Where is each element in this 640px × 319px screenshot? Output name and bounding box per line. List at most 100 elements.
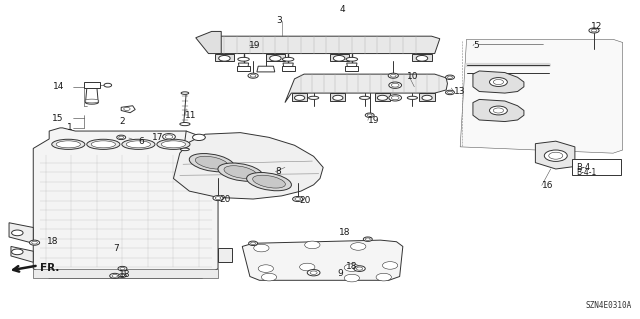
Circle shape [445, 75, 454, 79]
Polygon shape [86, 88, 99, 103]
Ellipse shape [246, 173, 291, 191]
Circle shape [365, 238, 371, 241]
Ellipse shape [282, 57, 294, 61]
Circle shape [120, 267, 125, 270]
Ellipse shape [157, 139, 190, 149]
Circle shape [118, 274, 126, 278]
Polygon shape [84, 82, 100, 88]
Ellipse shape [238, 57, 249, 61]
Polygon shape [237, 66, 250, 71]
Ellipse shape [189, 153, 234, 172]
Polygon shape [9, 223, 33, 243]
Text: 3: 3 [276, 17, 282, 26]
Circle shape [258, 265, 273, 272]
Circle shape [376, 273, 392, 281]
Circle shape [389, 82, 401, 88]
Polygon shape [473, 100, 524, 122]
Ellipse shape [86, 101, 99, 104]
Polygon shape [173, 133, 323, 199]
Circle shape [251, 242, 255, 245]
Polygon shape [292, 93, 307, 101]
Circle shape [591, 29, 597, 32]
Circle shape [250, 74, 256, 77]
Text: B-4: B-4 [576, 163, 590, 172]
Circle shape [104, 83, 111, 87]
Circle shape [365, 113, 374, 117]
Circle shape [333, 56, 345, 61]
Circle shape [493, 79, 504, 85]
Polygon shape [266, 54, 285, 62]
Ellipse shape [360, 96, 370, 100]
Text: 7: 7 [113, 243, 118, 253]
Circle shape [163, 134, 175, 140]
Circle shape [12, 249, 23, 255]
Ellipse shape [52, 139, 85, 149]
Circle shape [295, 198, 301, 200]
Circle shape [389, 95, 401, 101]
Circle shape [490, 78, 508, 86]
Ellipse shape [87, 139, 120, 149]
Text: 6: 6 [138, 137, 144, 146]
Text: 18: 18 [47, 237, 59, 246]
Circle shape [333, 95, 343, 100]
Circle shape [305, 241, 320, 249]
Ellipse shape [56, 141, 81, 148]
Circle shape [193, 134, 205, 141]
Circle shape [447, 91, 452, 94]
Ellipse shape [126, 141, 150, 148]
Polygon shape [218, 248, 232, 262]
Circle shape [447, 76, 452, 78]
Circle shape [219, 56, 230, 61]
Text: 5: 5 [473, 41, 479, 50]
Ellipse shape [181, 92, 189, 94]
Circle shape [124, 107, 130, 110]
Circle shape [493, 108, 504, 113]
Circle shape [388, 73, 398, 78]
Polygon shape [11, 247, 33, 262]
Polygon shape [330, 93, 346, 101]
Circle shape [354, 266, 365, 271]
Ellipse shape [407, 96, 417, 100]
Circle shape [32, 241, 37, 244]
Polygon shape [460, 39, 623, 153]
Text: 9: 9 [338, 270, 344, 278]
Polygon shape [239, 63, 248, 71]
Circle shape [548, 152, 563, 159]
Circle shape [213, 196, 223, 201]
Polygon shape [419, 93, 435, 101]
Ellipse shape [92, 141, 115, 148]
Ellipse shape [224, 166, 257, 179]
Circle shape [351, 243, 366, 250]
Ellipse shape [85, 99, 99, 103]
Text: 20: 20 [300, 196, 311, 205]
Ellipse shape [253, 175, 285, 188]
Text: 16: 16 [541, 181, 553, 190]
Ellipse shape [180, 122, 190, 126]
Circle shape [307, 270, 320, 276]
Ellipse shape [346, 57, 358, 61]
Circle shape [269, 56, 281, 61]
Circle shape [165, 135, 173, 139]
Ellipse shape [308, 96, 319, 100]
Circle shape [378, 95, 388, 100]
Circle shape [356, 267, 363, 270]
Text: 17: 17 [152, 133, 163, 143]
Circle shape [390, 74, 396, 77]
Polygon shape [473, 71, 524, 93]
Text: 18: 18 [346, 262, 357, 271]
Text: 13: 13 [454, 87, 465, 96]
Circle shape [109, 273, 120, 278]
Circle shape [392, 83, 399, 87]
Circle shape [253, 244, 269, 252]
Circle shape [118, 266, 127, 271]
Circle shape [292, 197, 303, 202]
Circle shape [119, 136, 124, 138]
Text: FR.: FR. [40, 263, 59, 273]
Circle shape [392, 96, 399, 100]
Circle shape [490, 106, 508, 115]
Polygon shape [536, 141, 575, 169]
Circle shape [344, 274, 360, 282]
Circle shape [589, 28, 599, 33]
Circle shape [112, 274, 118, 277]
Circle shape [120, 275, 125, 277]
